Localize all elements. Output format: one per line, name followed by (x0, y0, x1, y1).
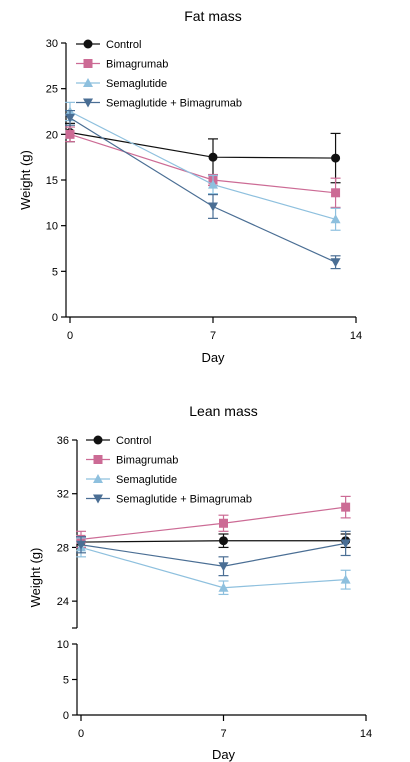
data-point (331, 153, 341, 163)
y-axis-title: Weight (g) (28, 548, 43, 608)
chart-lean: Lean mass 0 5 10 24 28 32 36 0 7 14 Day Weight (g) Co… (28, 403, 372, 762)
data-point (76, 540, 86, 550)
legend-marker (83, 39, 93, 49)
series-line (80, 506, 346, 540)
legend-label: Bimagrumab (106, 59, 168, 71)
legend-marker (93, 435, 103, 445)
y-tick-label: 0 (52, 312, 58, 324)
legend-entry: Semaglutide + Bimagrumab (76, 98, 242, 110)
data-point (341, 502, 351, 512)
data-point (219, 536, 228, 546)
data-point (340, 574, 351, 584)
legend-entry: Control (76, 39, 141, 51)
legend-marker (93, 474, 103, 483)
series-line (80, 542, 346, 567)
y-tick-label: 10 (46, 221, 58, 233)
legend-marker (93, 455, 103, 464)
x-tick-label: 7 (210, 330, 216, 342)
y-tick-label: 24 (57, 596, 69, 608)
data-point (330, 214, 341, 224)
y-tick-label: 10 (57, 639, 69, 651)
series-line (69, 110, 336, 220)
y-tick-label: 28 (57, 542, 69, 554)
legend-marker (83, 78, 93, 87)
series-control (65, 122, 341, 184)
legend-entry: Control (86, 435, 151, 447)
x-tick-label: 0 (67, 330, 73, 342)
legend-label: Semaglutide (106, 78, 167, 90)
y-tick-label: 32 (57, 489, 69, 501)
x-tick-label: 14 (350, 330, 362, 342)
data-point (218, 582, 229, 592)
x-tick-label: 14 (360, 728, 372, 740)
legend-marker (83, 98, 93, 108)
legend-entry: Semaglutide (76, 78, 167, 90)
legend-label: Control (106, 39, 141, 51)
series-semaglutide-bimagrumab (65, 109, 341, 270)
data-point (331, 188, 341, 198)
data-point (330, 258, 341, 268)
legend-entry: Semaglutide (86, 474, 177, 486)
series-line (69, 131, 336, 159)
x-tick-label: 0 (78, 728, 84, 740)
legend-entry: Bimagrumab (76, 59, 168, 71)
chart-title: Fat mass (184, 8, 242, 24)
y-tick-label: 0 (63, 710, 69, 722)
series-control (76, 533, 351, 549)
series-semaglutide (76, 537, 351, 596)
x-axis-title: Day (201, 350, 225, 365)
data-point (208, 179, 218, 189)
chart-title: Lean mass (189, 403, 257, 419)
data-point (340, 539, 351, 549)
y-tick-label: 15 (46, 175, 58, 187)
series-semaglutide-bimagrumab (76, 530, 351, 577)
y-tick-label: 20 (46, 129, 58, 141)
series-line (80, 546, 346, 589)
x-tick-label: 7 (220, 728, 226, 740)
y-tick-label: 25 (46, 84, 58, 96)
y-tick-label: 5 (52, 266, 58, 278)
y-tick-label: 36 (57, 435, 69, 447)
legend-label: Bimagrumab (116, 455, 178, 467)
data-point (208, 202, 218, 212)
legend-marker (93, 494, 103, 504)
data-point (218, 562, 229, 572)
data-point (65, 129, 75, 139)
legend-label: Semaglutide + Bimagrumab (116, 494, 252, 506)
legend-entry: Semaglutide + Bimagrumab (86, 494, 252, 506)
data-point (208, 152, 218, 162)
y-tick-label: 30 (46, 38, 58, 50)
series-semaglutide (65, 101, 341, 231)
data-point (219, 518, 228, 528)
legend-label: Control (116, 435, 151, 447)
legend-marker (83, 59, 93, 68)
y-tick-label: 5 (63, 675, 69, 687)
legend-entry: Bimagrumab (86, 455, 178, 467)
data-point (65, 113, 75, 123)
series-line (80, 540, 346, 543)
x-axis-title: Day (212, 747, 236, 762)
chart-fat: Fat mass 0 5 10 15 20 25 30 0 7 14 Day Weight (g) Con… (18, 8, 362, 365)
y-axis-title: Weight (g) (18, 150, 33, 210)
legend-label: Semaglutide (116, 474, 177, 486)
legend-label: Semaglutide + Bimagrumab (106, 98, 242, 110)
